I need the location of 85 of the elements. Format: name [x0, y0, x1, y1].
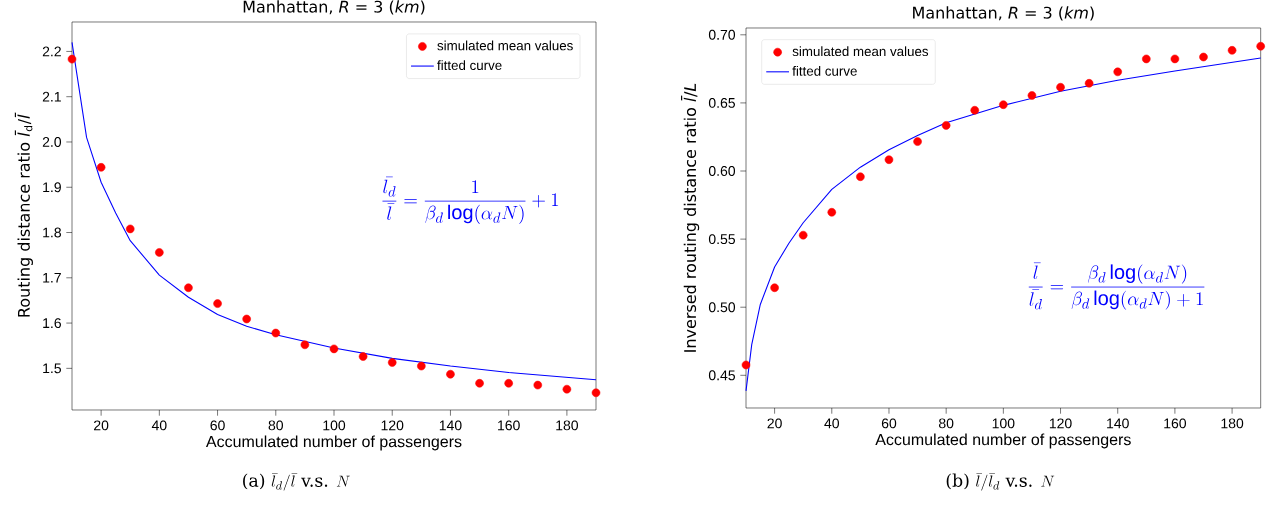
point [1199, 52, 1208, 62]
y-axis-title: Routing distance ratio l̄$_{d}$/l̄ [14, 112, 33, 317]
point [591, 388, 601, 398]
point [999, 100, 1008, 109]
point [856, 172, 865, 181]
x-tick-label: 160 [1164, 418, 1187, 429]
point [1113, 67, 1122, 77]
y-tick-label: 0.50 [708, 302, 736, 313]
chart-title: Manhattan, R = 3 (km) [243, 0, 425, 15]
point [417, 361, 426, 371]
point [1027, 91, 1037, 100]
x-tick-label: 20 [767, 418, 782, 429]
y-tick-label: 0.70 [708, 29, 736, 40]
x-tick-label: 80 [268, 420, 284, 431]
x-tick-label: 80 [938, 418, 954, 429]
point [475, 379, 484, 388]
legend-label: simulated mean values [437, 40, 573, 51]
x-axis-title: Accumulated number of passengers [875, 433, 1131, 449]
point [884, 155, 894, 164]
x-tick-label: 100 [323, 420, 346, 431]
y-tick-label: 0.45 [708, 370, 736, 381]
legend-label: fitted curve [437, 60, 502, 71]
point [827, 208, 837, 217]
text: $\text{(b) }\bar{l}/\bar{l}_d\text{ v.s. }N$ [946, 473, 1055, 491]
point [387, 358, 397, 367]
x-tick-label: 100 [992, 418, 1015, 429]
point [533, 380, 543, 390]
y-tick-label: 2.0 [42, 137, 62, 147]
point [798, 230, 808, 240]
point [446, 369, 455, 379]
point [96, 163, 106, 172]
y-tick-label: 0.60 [708, 166, 736, 176]
point [1056, 82, 1065, 92]
y-tick-label: 1.7 [43, 273, 61, 283]
point [125, 224, 135, 234]
point [913, 137, 922, 146]
point [271, 328, 281, 338]
x-tick-label: 40 [151, 420, 167, 431]
y-tick-label: 1.5 [43, 363, 62, 374]
point [941, 121, 951, 130]
chart-title: Manhattan, R = 3 (km) [913, 6, 1094, 21]
point [213, 299, 222, 308]
point [155, 248, 164, 257]
point [770, 283, 779, 292]
point [1256, 41, 1265, 51]
line-series [71, 41, 597, 381]
annotation: $\frac{\bar{l_d}}{\bar{l}} = \frac{1}{\beta_d \log(\alpha_d N)} + 1$ [382, 176, 559, 224]
x-tick-label: 140 [1107, 418, 1129, 429]
y-tick-label: 1.8 [43, 227, 61, 238]
y-tick-label: 0.65 [708, 97, 736, 108]
x-tick-label: 120 [381, 420, 404, 431]
point [504, 379, 513, 388]
line-series [745, 57, 1262, 392]
point [329, 344, 339, 354]
y-tick-label: 1.9 [43, 182, 61, 193]
legend-label: fitted curve [792, 65, 857, 76]
point [1142, 54, 1151, 64]
point [1170, 54, 1180, 64]
x-tick-label: 180 [1221, 418, 1244, 429]
text: $\text{(a) }\bar{l}_d/\bar{l}\text{ v.s. }N$ [243, 473, 350, 491]
x-tick-label: 40 [824, 418, 840, 429]
x-tick-label: 60 [881, 418, 897, 429]
x-tick-label: 180 [556, 420, 579, 431]
point [184, 283, 193, 293]
y-tick-label: 2.2 [42, 46, 61, 57]
x-tick-label: 160 [498, 420, 520, 431]
x-tick-label: 140 [439, 420, 462, 431]
y-tick-label: 2.1 [42, 91, 61, 102]
point [1227, 46, 1237, 55]
x-tick-label: 60 [210, 420, 225, 431]
point [970, 105, 980, 115]
legend-label: simulated mean values [792, 46, 929, 57]
point [741, 360, 751, 370]
point [1084, 79, 1094, 88]
annotation: $\frac{\bar{l}}{\bar{l_d}} = \frac{\beta_d \log(\alpha_d N)}{\beta_d \log(\alpha_d N) + 1}$ [1028, 262, 1205, 310]
point [300, 340, 310, 350]
y-tick-label: 1.6 [43, 318, 61, 329]
x-tick-label: 20 [94, 420, 109, 431]
point [562, 384, 572, 394]
point [67, 54, 77, 64]
point [242, 314, 251, 324]
x-tick-label: 120 [1049, 418, 1072, 429]
y-tick-label: 0.55 [708, 234, 736, 245]
point [358, 352, 368, 361]
x-axis-title: Accumulated number of passengers [205, 435, 462, 451]
